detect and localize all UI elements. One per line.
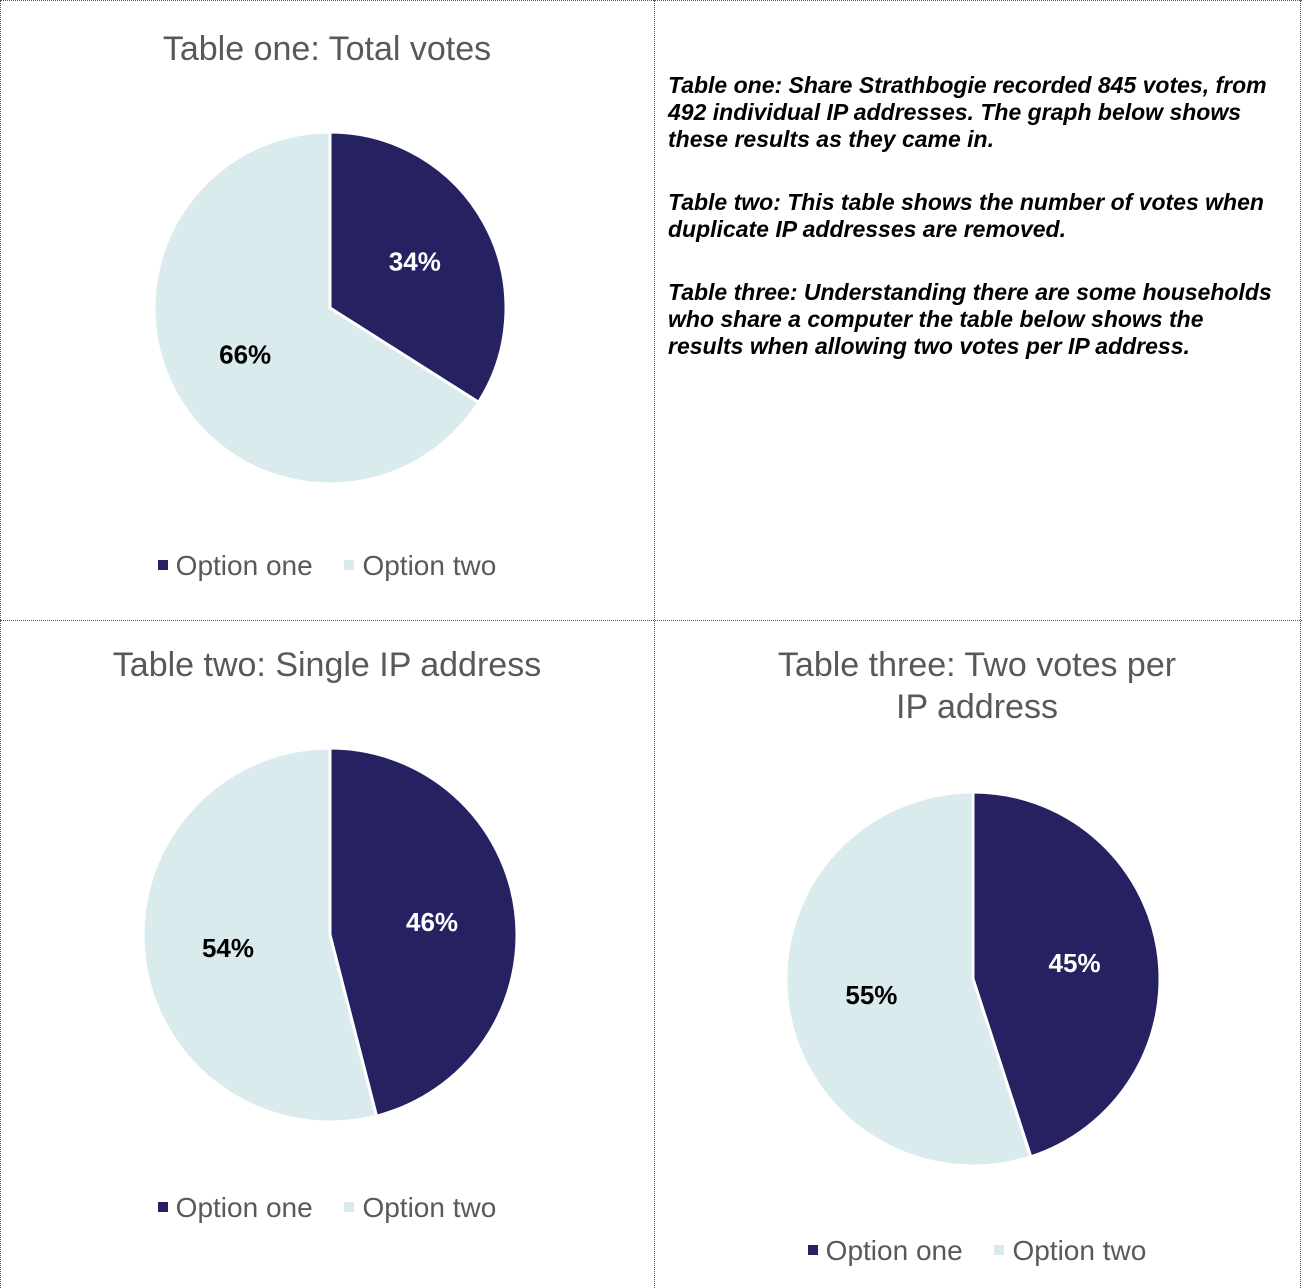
legend-entry-option-two: Option two bbox=[344, 1192, 496, 1224]
pie-slice-option-two bbox=[141, 746, 379, 1124]
pie-chart: 46% 54% bbox=[141, 746, 519, 1124]
legend-label: Option one bbox=[825, 1235, 963, 1266]
note-table-two: Table two: This table shows the number o… bbox=[668, 189, 1264, 242]
chart-panel-table-two: Table two: Single IP address 46% 54% Opti… bbox=[0, 620, 654, 1288]
legend-swatch bbox=[344, 1201, 355, 1212]
grid-vertical-line bbox=[0, 0, 1, 1288]
note-table-one: Table one: Share Strathbogie recorded 84… bbox=[668, 72, 1267, 152]
legend-swatch bbox=[344, 559, 355, 570]
pie-slice-option-two bbox=[152, 130, 481, 486]
legend-label: Option two bbox=[1012, 1235, 1147, 1266]
legend-entry-option-two: Option two bbox=[994, 1235, 1146, 1267]
pie-data-label: 66% bbox=[219, 340, 271, 370]
notes-panel: Table one: Share Strathbogie recorded 84… bbox=[668, 72, 1278, 396]
pie-chart: 45% 55% bbox=[784, 790, 1162, 1168]
pie-data-label: 45% bbox=[1049, 948, 1101, 978]
note-table-three: Table three: Understanding there are som… bbox=[668, 279, 1272, 359]
grid-vertical-line bbox=[1300, 0, 1301, 1288]
chart-title: Table three: Two votes per IP address bbox=[654, 644, 1300, 728]
pie-data-label: 34% bbox=[389, 246, 441, 276]
legend-label: Option two bbox=[362, 1192, 497, 1223]
legend-swatch bbox=[157, 1201, 168, 1212]
pie-data-label: 54% bbox=[202, 933, 254, 963]
pie-slice-option-one bbox=[971, 790, 1162, 1159]
pie-slice-option-one bbox=[328, 746, 519, 1118]
legend-entry-option-one: Option one bbox=[807, 1235, 963, 1267]
chart-title: Table two: Single IP address bbox=[0, 644, 654, 686]
chart-legend: Option one Option two bbox=[0, 1192, 654, 1224]
legend-entry-option-one: Option one bbox=[157, 550, 313, 582]
grid-vertical-line bbox=[654, 0, 655, 1288]
grid-horizontal-line bbox=[0, 620, 1302, 621]
grid-horizontal-line bbox=[0, 0, 1302, 1]
legend-label: Option two bbox=[362, 550, 497, 581]
chart-panel-table-one: Table one: Total votes 34% 66% Option one… bbox=[0, 0, 654, 620]
chart-title-text: Table one: Total votes bbox=[162, 30, 492, 68]
legend-swatch bbox=[807, 1244, 818, 1255]
chart-legend: Option one Option two bbox=[0, 550, 654, 582]
pie-slice-option-two bbox=[784, 790, 1033, 1168]
chart-legend: Option one Option two bbox=[654, 1235, 1300, 1267]
pie-data-label: 55% bbox=[845, 980, 897, 1010]
legend-entry-option-two: Option two bbox=[344, 550, 496, 582]
pie-data-label: 46% bbox=[406, 907, 458, 937]
pie-chart: 34% 66% bbox=[152, 130, 508, 486]
chart-title: Table one: Total votes bbox=[0, 28, 654, 70]
legend-swatch bbox=[994, 1244, 1005, 1255]
legend-label: Option one bbox=[175, 550, 313, 581]
chart-title-text: Table two: Single IP address bbox=[112, 646, 542, 684]
chart-title-line: Table three: Two votes per bbox=[777, 646, 1177, 684]
chart-title-line: IP address bbox=[896, 688, 1058, 726]
legend-entry-option-one: Option one bbox=[157, 1192, 313, 1224]
legend-label: Option one bbox=[175, 1192, 313, 1223]
legend-swatch bbox=[157, 559, 168, 570]
chart-panel-table-three: Table three: Two votes per IP address 45… bbox=[654, 620, 1300, 1288]
